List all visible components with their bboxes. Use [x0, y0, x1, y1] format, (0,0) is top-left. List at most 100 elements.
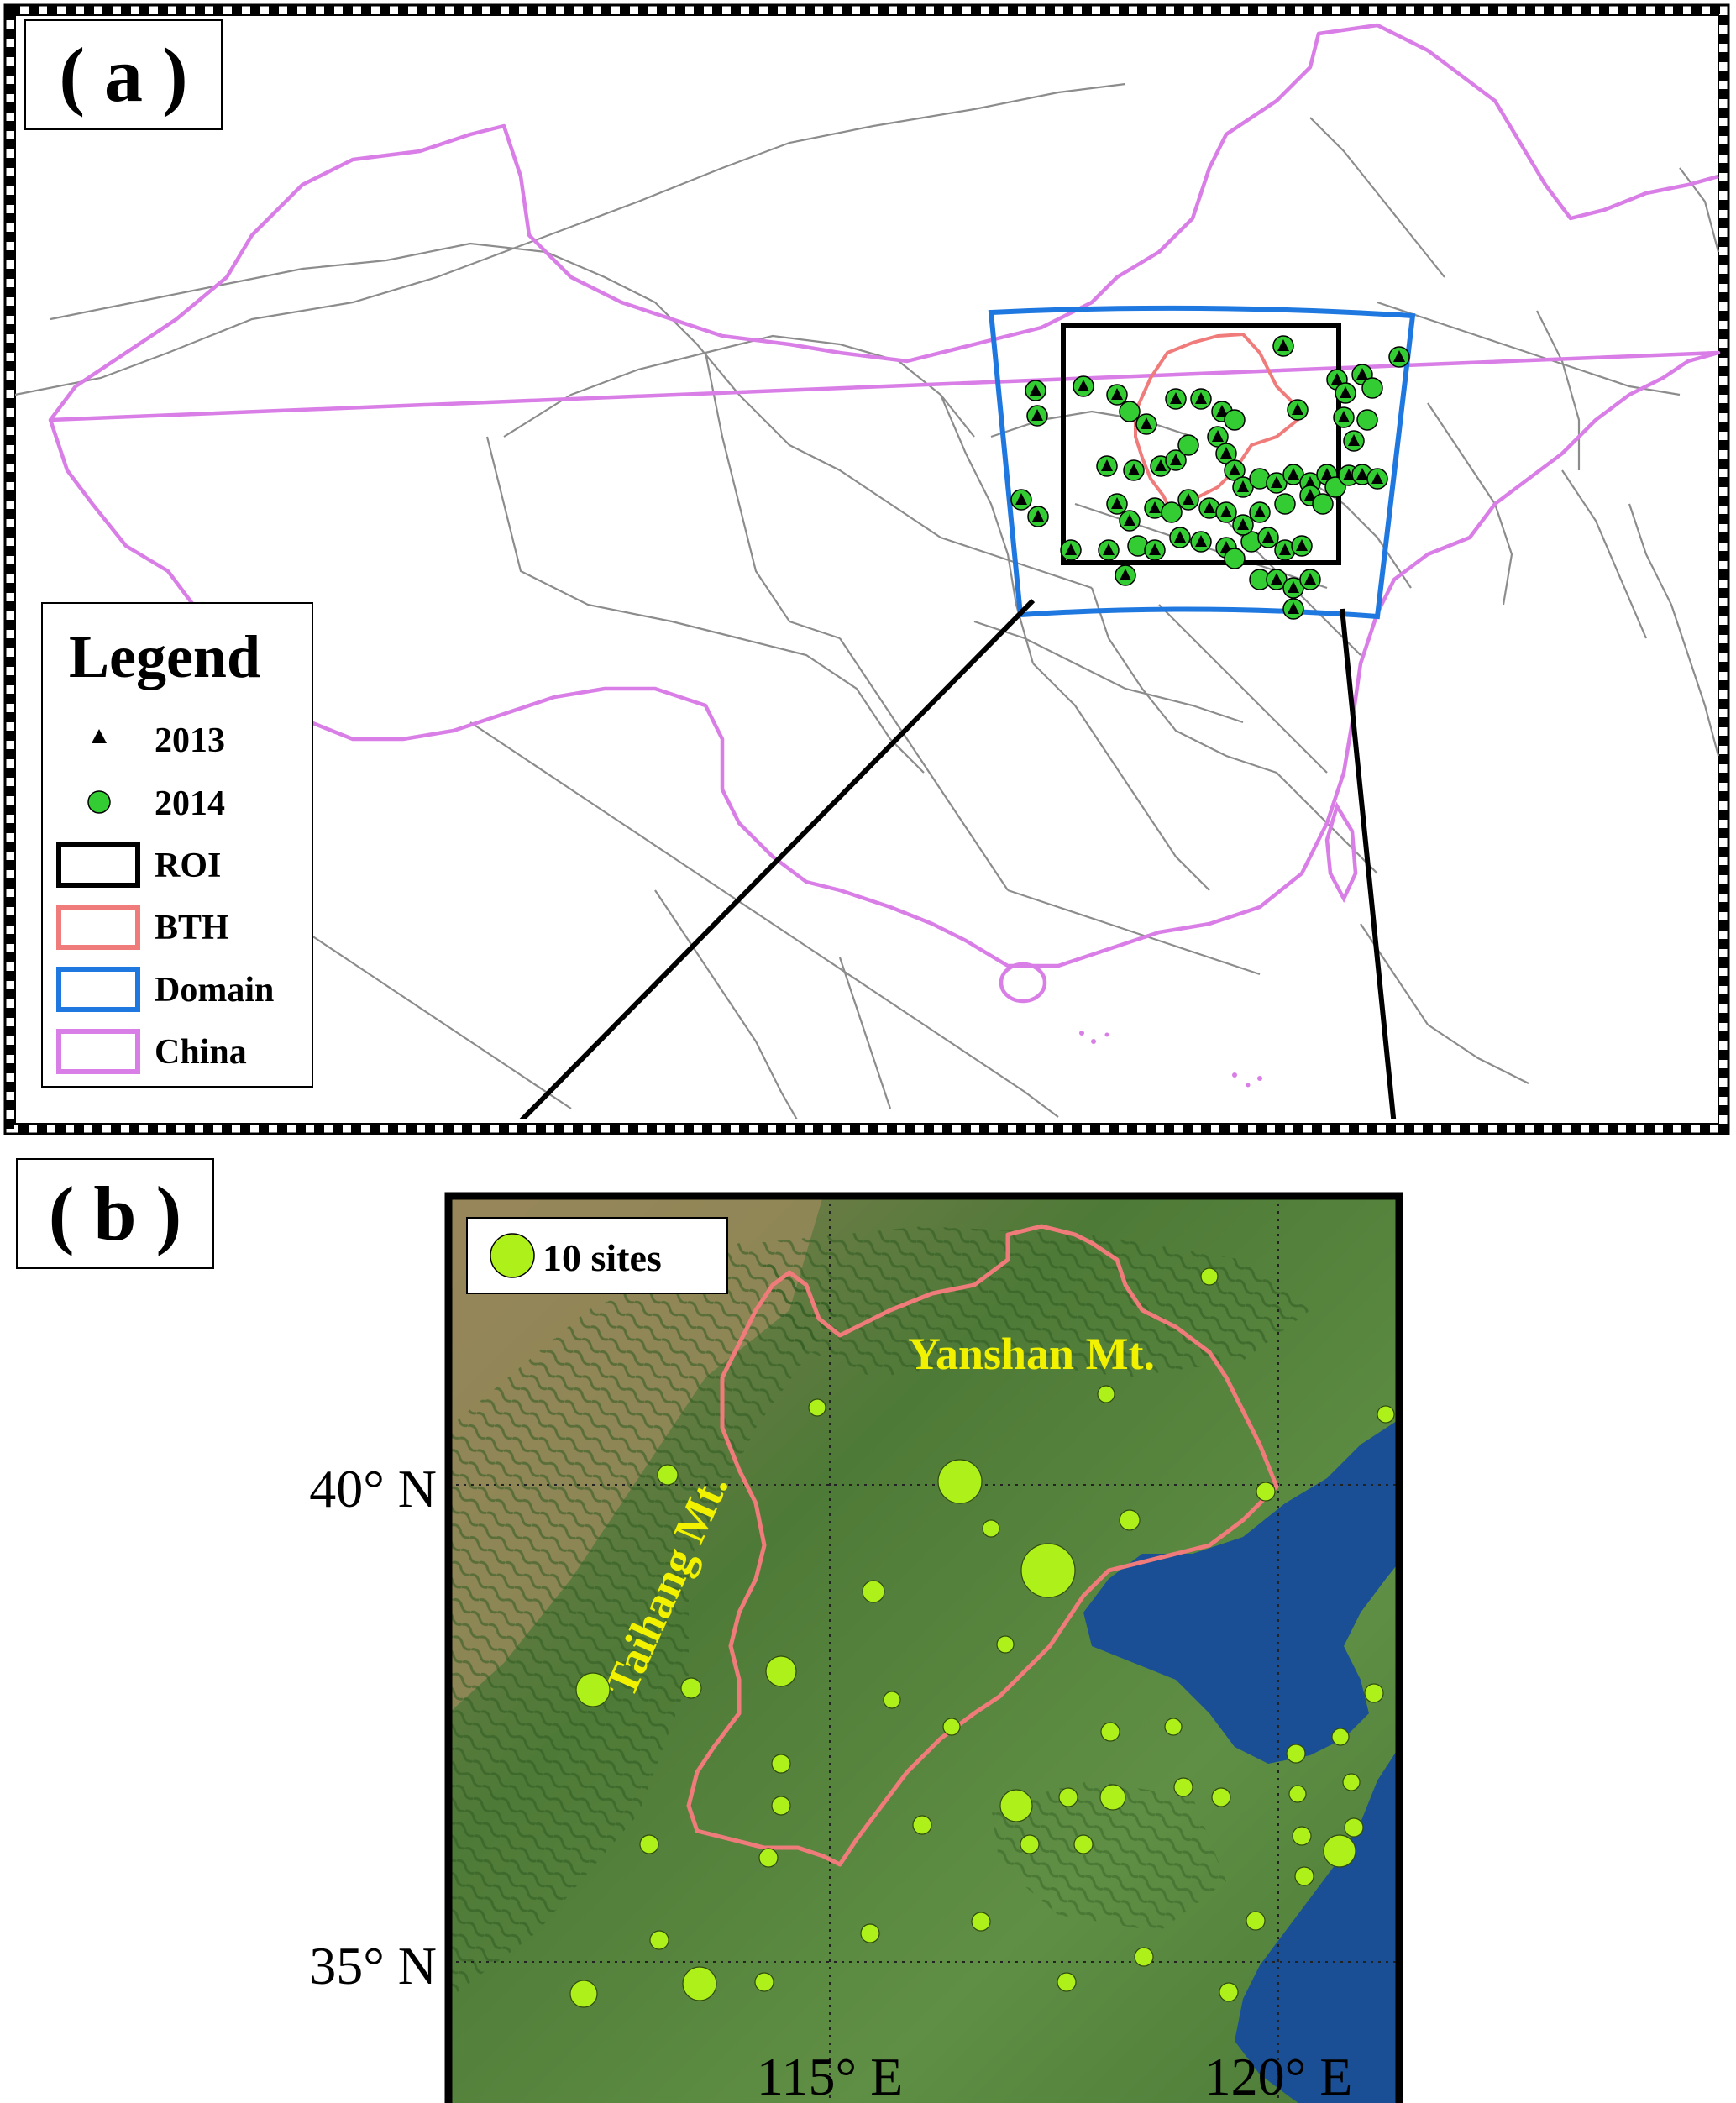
- site-count-marker: [1211, 1787, 1231, 1807]
- panel-a-label-box: [24, 19, 223, 130]
- site-marker-2013: [1279, 543, 1291, 555]
- legend-circle-icon: [87, 790, 111, 814]
- site-marker-2013: [1343, 469, 1355, 480]
- site-marker-2013: [1149, 501, 1161, 513]
- site-marker-2013: [1393, 350, 1405, 362]
- site-count-marker: [1288, 1785, 1307, 1803]
- site-count-marker: [999, 1789, 1033, 1822]
- site-marker-2013: [1195, 535, 1207, 547]
- legend-label-roi: ROI: [155, 847, 221, 885]
- site-marker-2013: [1237, 480, 1249, 492]
- site-count-marker: [1173, 1777, 1193, 1797]
- site-count-marker: [1058, 1787, 1078, 1807]
- site-count-marker: [1134, 1947, 1154, 1967]
- site-marker-2013: [1078, 380, 1089, 391]
- site-count-marker: [1073, 1834, 1094, 1854]
- map-legend: Legend 2013 2014 ROI BTH Domain China: [41, 602, 313, 1088]
- site-count-marker: [996, 1635, 1015, 1654]
- site-count-marker: [649, 1930, 669, 1950]
- terrain-ridges-taihang: [448, 1243, 840, 1999]
- site-marker-2013: [1356, 368, 1368, 380]
- site-marker-2013: [1183, 493, 1194, 505]
- site-marker-2013: [1262, 531, 1274, 543]
- site-marker-2013: [1103, 543, 1115, 555]
- site-count-marker: [860, 1923, 880, 1943]
- legend-china-swatch: [56, 1029, 140, 1074]
- site-marker-2013: [1340, 386, 1351, 398]
- terrain-ridges-yanshan: [756, 1226, 1310, 1377]
- hainan-island: [999, 962, 1047, 1004]
- site-marker-2013: [1031, 409, 1043, 421]
- site-count-marker: [1099, 1784, 1126, 1811]
- panel-b-frame: [444, 1192, 1403, 2103]
- site-count-marker: [982, 1519, 1000, 1538]
- site-marker-2013: [1149, 543, 1161, 555]
- site-marker-2013: [1277, 339, 1289, 351]
- site-count-marker: [883, 1691, 901, 1709]
- taiwan-island: [1324, 801, 1358, 904]
- site-marker-2013: [1288, 581, 1299, 593]
- site-marker-2013: [1348, 434, 1360, 446]
- site-count-marker: [765, 1655, 797, 1687]
- site-marker-2013: [1120, 569, 1131, 580]
- site-marker-2013: [1155, 459, 1167, 471]
- site-marker-2013: [1229, 464, 1240, 475]
- panel-b-label: ( b ): [49, 1171, 181, 1256]
- site-marker-2013: [1015, 493, 1027, 505]
- site-count-marker: [754, 1972, 774, 1992]
- site-count-marker: [771, 1754, 791, 1774]
- site-count-marker: [1097, 1385, 1115, 1403]
- lat-label-40: 40° N: [309, 1459, 437, 1518]
- site-marker-2013: [1128, 464, 1140, 475]
- site-marker-2013: [1296, 539, 1308, 551]
- panel-a-map: ( a ) Legend 2013 2014 ROI BTH Domain Ch…: [3, 3, 1730, 1135]
- site-marker-2014: [1224, 409, 1246, 431]
- site-marker-2014: [1161, 501, 1183, 523]
- terrain-ridges-shandong: [991, 1780, 1226, 1932]
- site-count-marker: [1344, 1817, 1364, 1838]
- site-count-marker: [1057, 1972, 1077, 1992]
- site-marker-2013: [1111, 497, 1123, 509]
- site-count-marker: [937, 1459, 983, 1504]
- site-count-marker: [1364, 1683, 1384, 1703]
- legend-triangle-icon: [92, 729, 107, 743]
- site-marker-2013: [1304, 573, 1316, 585]
- site-marker-2013: [1288, 468, 1299, 480]
- site-count-markers-b: [569, 1267, 1395, 2008]
- site-count-marker: [575, 1672, 611, 1707]
- site-marker-2013: [1254, 506, 1266, 517]
- site-marker-2014: [1324, 476, 1346, 498]
- monitoring-sites-a: [1010, 335, 1410, 620]
- sea-islands: [1079, 1031, 1262, 1088]
- legend-label-2013: 2013: [155, 721, 225, 760]
- site-marker-2014: [1177, 434, 1199, 456]
- site-count-marker: [1377, 1405, 1395, 1424]
- site-count-marker: [1294, 1866, 1314, 1886]
- site-count-marker: [680, 1677, 702, 1699]
- site-marker-2013: [1220, 447, 1232, 459]
- roi-box: [1061, 323, 1341, 565]
- site-count-marker: [1331, 1728, 1350, 1746]
- site-count-marker: [808, 1398, 826, 1417]
- site-marker-2013: [1292, 403, 1303, 415]
- lat-label-35: 35° N: [309, 1936, 437, 1995]
- site-marker-2014: [1224, 548, 1246, 569]
- site-marker-2014: [1119, 401, 1141, 422]
- site-marker-2013: [1174, 531, 1186, 543]
- site-marker-2013: [1321, 468, 1333, 480]
- legend-bth-swatch: [56, 905, 140, 950]
- site-count-marker: [1246, 1911, 1266, 1931]
- site-count-marker: [1119, 1509, 1141, 1531]
- site-count-marker: [1323, 1834, 1356, 1868]
- panel-b-label-box: [16, 1158, 214, 1269]
- yanshan-label: Yanshan Mt.: [908, 1329, 1155, 1379]
- site-marker-2013: [1212, 430, 1224, 442]
- site-marker-2013: [1030, 384, 1041, 396]
- graticule: [448, 1196, 1399, 2103]
- legend-label-2014: 2014: [155, 784, 225, 823]
- site-count-marker: [1292, 1826, 1312, 1846]
- site-count-marker: [771, 1796, 791, 1816]
- site-count-marker: [1020, 1543, 1076, 1598]
- site-marker-2013: [1356, 468, 1368, 480]
